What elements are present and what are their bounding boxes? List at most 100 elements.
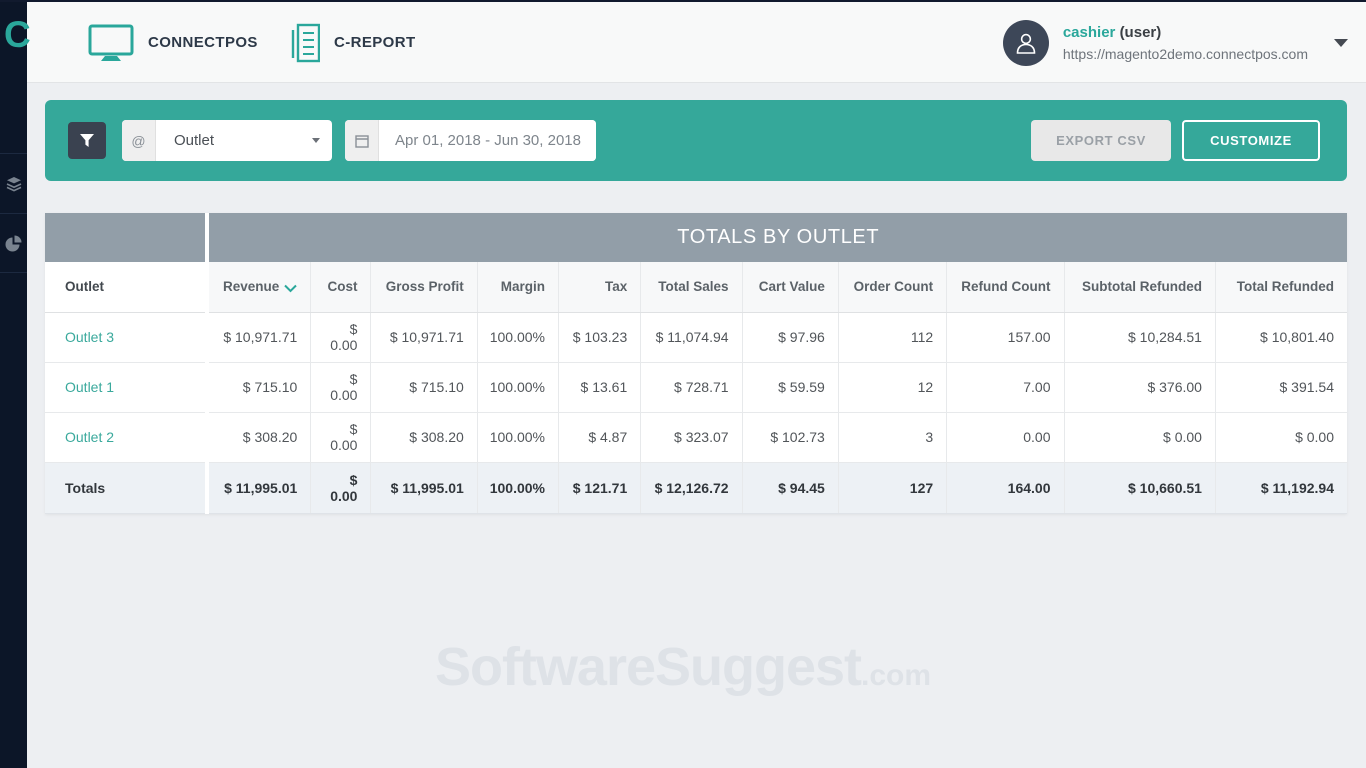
customize-button[interactable]: CUSTOMIZE xyxy=(1182,120,1320,161)
column-header-total-sales[interactable]: Total Sales xyxy=(640,262,743,313)
table-totals-row: Totals $ 11,995.01 $ 0.00 $ 11,995.01 10… xyxy=(45,462,1347,514)
brand-connectpos-label: CONNECTPOS xyxy=(148,34,258,51)
refund-count-cell: 7.00 xyxy=(946,362,1064,413)
tax-cell: $ 4.87 xyxy=(558,412,641,463)
margin-cell: 100.00% xyxy=(476,312,559,363)
table-header-row: Outlet Revenue Cost Gross Profit Margin … xyxy=(45,262,1347,313)
user-role: (user) xyxy=(1119,23,1162,41)
watermark: SoftwareSuggest.com xyxy=(435,636,931,698)
totals-total-sales: $ 12,126.72 xyxy=(640,462,743,514)
cost-cell: $ 0.00 xyxy=(310,412,371,463)
total-refunded-cell: $ 391.54 xyxy=(1214,362,1347,413)
sidebar-logo[interactable]: C xyxy=(4,14,31,55)
select-caret-icon xyxy=(312,138,320,143)
refund-count-cell: 157.00 xyxy=(946,312,1064,363)
totals-gross-profit: $ 11,995.01 xyxy=(370,462,478,514)
calendar-addon xyxy=(345,120,379,161)
at-sign-addon: @ xyxy=(122,120,156,161)
report-type-select[interactable]: Outlet xyxy=(156,120,332,161)
total-refunded-cell: $ 0.00 xyxy=(1214,412,1347,463)
filter-bar: @ Outlet EXPORT CSV CUSTOMIZE xyxy=(45,100,1347,181)
report-type-group: @ Outlet xyxy=(122,120,332,161)
outlet-link[interactable]: Outlet 1 xyxy=(65,379,115,395)
totals-revenue: $ 11,995.01 xyxy=(205,462,311,514)
report-type-value: Outlet xyxy=(174,132,215,149)
column-header-gross-profit[interactable]: Gross Profit xyxy=(370,262,478,313)
sort-desc-icon xyxy=(284,285,298,293)
order-count-cell: 112 xyxy=(837,312,947,363)
outlet-link[interactable]: Outlet 2 xyxy=(65,429,115,445)
table-row-outlet-3: Outlet 3 $ 10,971.71 $ 0.00 $ 10,971.71 … xyxy=(45,312,1347,363)
order-count-cell: 12 xyxy=(837,362,947,413)
brand-creport[interactable]: C-REPORT xyxy=(290,2,416,83)
funnel-icon xyxy=(80,134,94,147)
gross-profit-cell: $ 10,971.71 xyxy=(370,312,478,363)
sidebar-item-reports[interactable] xyxy=(0,153,27,213)
user-name: cashier xyxy=(1062,23,1116,41)
user-menu[interactable]: cashier (user) https://magento2demo.conn… xyxy=(1002,2,1348,83)
gross-profit-cell: $ 308.20 xyxy=(370,412,478,463)
brand-creport-label: C-REPORT xyxy=(334,34,416,51)
calendar-icon xyxy=(354,134,369,148)
cart-value-cell: $ 102.73 xyxy=(741,412,839,463)
column-header-cost[interactable]: Cost xyxy=(310,262,371,313)
date-range-input[interactable] xyxy=(379,120,596,161)
column-header-total-refunded[interactable]: Total Refunded xyxy=(1214,262,1347,313)
tax-cell: $ 13.61 xyxy=(558,362,641,413)
monitor-icon xyxy=(88,24,134,61)
tax-cell: $ 103.23 xyxy=(558,312,641,363)
table-banner-row: TOTALS BY OUTLET xyxy=(45,213,1347,262)
brand-connectpos[interactable]: CONNECTPOS xyxy=(88,2,258,83)
sidebar-item-analytics[interactable] xyxy=(0,213,27,273)
totals-by-outlet-table: TOTALS BY OUTLET Outlet Revenue Cost Gro… xyxy=(45,213,1347,514)
column-header-revenue[interactable]: Revenue xyxy=(205,262,311,313)
totals-cart-value: $ 94.45 xyxy=(741,462,839,514)
subtotal-refunded-cell: $ 10,284.51 xyxy=(1063,312,1216,363)
column-header-refund-count[interactable]: Refund Count xyxy=(946,262,1064,313)
export-csv-button[interactable]: EXPORT CSV xyxy=(1031,120,1171,161)
total-sales-cell: $ 11,074.94 xyxy=(640,312,743,363)
column-header-outlet[interactable]: Outlet xyxy=(45,262,208,313)
totals-subtotal-refunded: $ 10,660.51 xyxy=(1063,462,1216,514)
column-header-margin[interactable]: Margin xyxy=(476,262,559,313)
column-header-tax[interactable]: Tax xyxy=(558,262,641,313)
revenue-cell: $ 10,971.71 xyxy=(205,312,311,363)
filter-button[interactable] xyxy=(68,122,106,159)
totals-tax: $ 121.71 xyxy=(558,462,641,514)
watermark-text: SoftwareSuggest xyxy=(434,637,862,697)
report-document-icon xyxy=(291,23,320,62)
margin-cell: 100.00% xyxy=(476,362,559,413)
totals-refund-count: 164.00 xyxy=(946,462,1064,514)
subtotal-refunded-cell: $ 0.00 xyxy=(1063,412,1216,463)
watermark-suffix: .com xyxy=(861,659,932,692)
banner-corner-cell xyxy=(45,213,208,262)
outlet-cell: Outlet 1 xyxy=(45,362,208,413)
app-header: CONNECTPOS C-REPORT cashier (user) https… xyxy=(27,2,1366,83)
date-range-group xyxy=(345,120,596,161)
column-header-label: Revenue xyxy=(223,279,280,295)
column-header-cart-value[interactable]: Cart Value xyxy=(741,262,839,313)
table-banner: TOTALS BY OUTLET xyxy=(205,213,1347,262)
totals-label: Totals xyxy=(45,462,208,514)
cart-value-cell: $ 59.59 xyxy=(741,362,839,413)
outlet-link[interactable]: Outlet 3 xyxy=(65,329,115,345)
total-sales-cell: $ 728.71 xyxy=(640,362,743,413)
totals-order-count: 127 xyxy=(837,462,947,514)
user-site-url: https://magento2demo.connectpos.com xyxy=(1062,45,1308,62)
margin-cell: 100.00% xyxy=(476,412,559,463)
column-header-order-count[interactable]: Order Count xyxy=(837,262,947,313)
column-header-subtotal-refunded[interactable]: Subtotal Refunded xyxy=(1063,262,1216,313)
sidebar-menu xyxy=(0,153,27,273)
layers-icon xyxy=(6,176,21,191)
table-row-outlet-1: Outlet 1 $ 715.10 $ 0.00 $ 715.10 100.00… xyxy=(45,362,1347,413)
user-info: cashier (user) https://magento2demo.conn… xyxy=(1063,24,1308,62)
refund-count-cell: 0.00 xyxy=(946,412,1064,463)
total-refunded-cell: $ 10,801.40 xyxy=(1214,312,1347,363)
table-title: TOTALS BY OUTLET xyxy=(677,226,880,248)
revenue-cell: $ 715.10 xyxy=(205,362,311,413)
revenue-cell: $ 308.20 xyxy=(205,412,311,463)
outlet-cell: Outlet 2 xyxy=(45,412,208,463)
gross-profit-cell: $ 715.10 xyxy=(370,362,478,413)
cost-cell: $ 0.00 xyxy=(310,312,371,363)
caret-down-icon[interactable] xyxy=(1334,38,1348,47)
